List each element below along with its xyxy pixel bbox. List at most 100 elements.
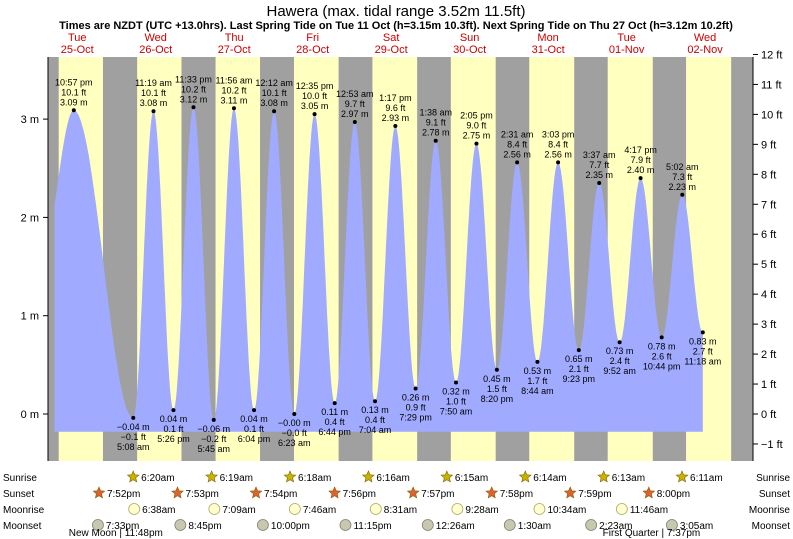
high-tide-ft: 9.1 ft xyxy=(426,118,447,128)
day-header-dow: Wed xyxy=(145,32,167,44)
y-tick-label-ft: 7 ft xyxy=(761,199,776,211)
event-time: 6:18am xyxy=(298,473,331,484)
tide-point xyxy=(231,106,236,111)
y-tick-label-m: 2 m xyxy=(21,212,39,224)
tide-point xyxy=(556,160,561,165)
y-tick-label-ft: 12 ft xyxy=(761,49,782,61)
day-header-date: 29-Oct xyxy=(375,44,408,56)
low-tide-ft: 2.7 ft xyxy=(693,346,714,356)
moonrise-icon xyxy=(369,503,382,515)
sunset-icon xyxy=(485,486,499,499)
chart-title: Hawera (max. tidal range 3.52m 11.5ft) xyxy=(266,3,525,20)
event-time: 7:52pm xyxy=(107,489,140,500)
high-tide-time: 12:35 pm xyxy=(296,81,334,91)
moonrise-icon xyxy=(615,503,628,515)
event-time: 6:16am xyxy=(376,473,409,484)
low-tide-ft: 0.9 ft xyxy=(406,402,427,412)
tide-point xyxy=(292,412,297,416)
low-tide-time: 5:45 am xyxy=(197,444,230,454)
tide-area xyxy=(54,107,703,432)
moonrise-icon xyxy=(451,503,464,515)
moonset-icon xyxy=(666,519,678,531)
day-header-dow: Thu xyxy=(225,32,244,44)
sunrise-icon xyxy=(597,470,611,483)
event-time: 6:15am xyxy=(455,473,488,484)
high-tide-time: 5:02 am xyxy=(666,162,699,172)
event-time: 6:14am xyxy=(533,473,566,484)
low-tide-time: 6:04 pm xyxy=(238,434,271,444)
moonset-icon xyxy=(585,519,598,531)
high-tide-m: 2.75 m xyxy=(463,131,491,141)
high-tide-time: 4:17 pm xyxy=(624,145,657,155)
low-tide-ft: 1.0 ft xyxy=(446,397,467,407)
event-time: 7:56pm xyxy=(343,489,376,500)
tide-point xyxy=(638,176,643,181)
moonset-icon xyxy=(174,519,187,531)
low-tide-m: 0.53 m xyxy=(524,366,552,376)
sunrise-icon xyxy=(518,470,532,483)
high-tide-ft: 7.7 ft xyxy=(589,160,610,170)
tide-point xyxy=(413,386,418,391)
low-tide-m: 0.26 m xyxy=(402,392,430,402)
tide-curve xyxy=(54,107,703,432)
event-time: 7:58pm xyxy=(500,489,533,500)
high-tide-time: 2:31 am xyxy=(501,129,534,139)
low-tide-m: 0.78 m xyxy=(648,341,676,351)
sunrise-icon xyxy=(283,470,297,483)
event-time: 6:20am xyxy=(141,473,174,484)
low-tide-m: 0.83 m xyxy=(689,336,717,346)
tide-point xyxy=(617,340,622,345)
event-time: 11:46am xyxy=(630,505,668,516)
day-headers: Tue25-OctWed26-OctThu27-OctFri28-OctSat2… xyxy=(61,32,724,56)
tide-point xyxy=(474,141,479,146)
day-header-date: 28-Oct xyxy=(296,44,329,56)
high-tide-m: 3.12 m xyxy=(180,94,208,104)
low-tide-m: 0.11 m xyxy=(321,407,348,417)
tide-point xyxy=(252,408,257,413)
y-tick-label-ft: 6 ft xyxy=(761,229,776,241)
axes: 0 m 1 m 2 m 3 m −1 ft 0 ft 1 ft 2 ft 3 ft 4 ft 5 f… xyxy=(21,49,783,461)
low-tide-time: 5:26 pm xyxy=(157,434,190,444)
high-tide-ft: 10.1 ft xyxy=(262,88,288,98)
low-tide-m: 0.45 m xyxy=(483,374,511,384)
tide-point xyxy=(171,408,176,413)
day-header-date: 26-Oct xyxy=(139,44,172,56)
day-header-date: 02-Nov xyxy=(687,44,723,56)
night-band xyxy=(731,57,741,461)
y-tick-label-ft: 4 ft xyxy=(761,289,776,301)
high-tide-time: 12:12 am xyxy=(255,78,293,88)
tide-point xyxy=(535,359,540,364)
tide-point xyxy=(494,367,499,372)
y-tick-label-ft: 5 ft xyxy=(761,259,776,271)
low-tide-ft: −0.2 ft xyxy=(201,434,227,444)
high-tide-ft: 9.0 ft xyxy=(466,121,487,131)
sunrise-icon xyxy=(126,470,140,483)
day-header-dow: Fri xyxy=(306,32,319,44)
high-tide-m: 2.56 m xyxy=(503,149,531,159)
day-header-date: 27-Oct xyxy=(218,44,251,56)
high-tide-ft: 10.0 ft xyxy=(302,91,328,101)
row-label-right: Moonrise xyxy=(749,505,791,516)
high-tide-m: 2.35 m xyxy=(585,170,613,180)
moonrise-icon xyxy=(128,503,141,515)
low-tide-time: 5:08 am xyxy=(117,442,150,452)
row-label-right: Sunrise xyxy=(756,473,790,484)
low-tide-ft: 0.1 ft xyxy=(163,424,184,434)
low-tide-time: 7:50 am xyxy=(440,407,473,417)
event-time: 10:00pm xyxy=(271,521,310,532)
low-tide-ft: 1.5 ft xyxy=(487,384,508,394)
low-tide-ft: 0.4 ft xyxy=(365,415,386,425)
tide-point xyxy=(576,348,581,353)
low-tide-m: 0.73 m xyxy=(606,346,634,356)
tide-point xyxy=(332,401,337,406)
low-tide-m: 0.65 m xyxy=(565,354,593,364)
low-tide-ft: 2.4 ft xyxy=(610,356,631,366)
high-tide-m: 2.78 m xyxy=(422,128,450,138)
sunset-icon xyxy=(406,486,420,499)
high-tide-time: 3:37 am xyxy=(583,150,616,160)
sunset-icon xyxy=(171,486,184,499)
event-time: 1:30am xyxy=(518,521,551,532)
event-time: 6:11am xyxy=(690,473,723,484)
